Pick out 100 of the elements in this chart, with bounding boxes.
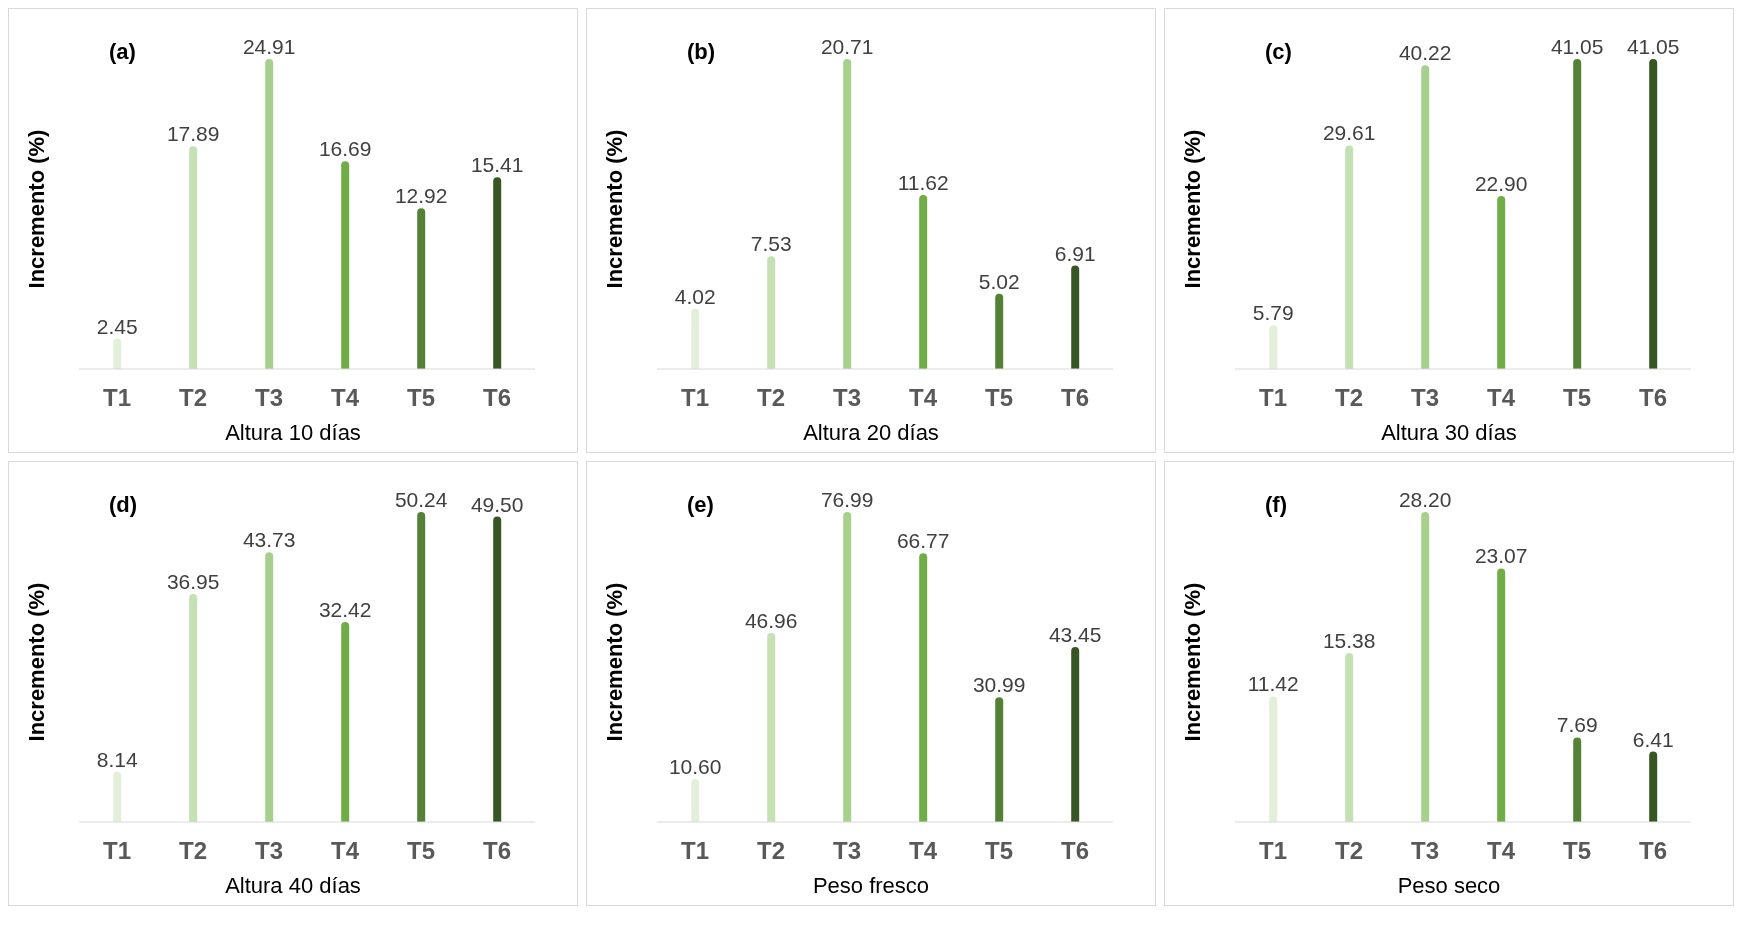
bar (919, 195, 928, 369)
x-tick-label: T3 (254, 837, 284, 865)
y-axis-title: Incremento (%) (602, 129, 628, 289)
data-label: 43.45 (1048, 623, 1102, 647)
bar (1421, 512, 1430, 822)
x-tick-label: T4 (908, 384, 938, 412)
x-axis-title: Peso seco (1396, 873, 1502, 899)
data-label: 8.14 (96, 747, 138, 771)
x-tick-label: T5 (1562, 384, 1592, 412)
x-tick-label: T2 (178, 384, 208, 412)
data-label: 36.95 (166, 570, 220, 593)
chart-title: (a) (109, 39, 136, 65)
x-tick-label: T3 (254, 384, 284, 412)
x-tick-label: T1 (680, 384, 710, 412)
bar (341, 161, 350, 369)
y-axis-title: Incremento (%) (1180, 129, 1206, 289)
bar (843, 59, 852, 369)
x-tick-label: T3 (832, 837, 862, 865)
data-label: 11.42 (1247, 672, 1299, 696)
bar (1649, 59, 1658, 369)
bar (691, 308, 700, 369)
data-label: 49.50 (470, 492, 524, 516)
data-label: 2.45 (96, 314, 138, 338)
data-label: 15.38 (1322, 628, 1376, 652)
bar (417, 512, 426, 822)
bar (265, 59, 274, 369)
data-label: 29.61 (1322, 121, 1376, 145)
x-axis-title: Altura 10 días (224, 420, 362, 446)
bar (843, 512, 852, 822)
x-axis-title: Altura 30 días (1380, 420, 1518, 446)
x-tick-label: T3 (1410, 837, 1440, 865)
y-axis-title: Incremento (%) (602, 582, 628, 742)
y-axis-title: Incremento (%) (24, 129, 50, 289)
chart-title: (d) (109, 492, 138, 518)
data-label: 5.79 (1252, 301, 1294, 325)
data-label: 23.07 (1474, 544, 1528, 568)
data-label: 4.02 (674, 284, 716, 308)
data-label: 46.96 (744, 608, 798, 632)
chart-title: (b) (687, 39, 716, 65)
bar (113, 338, 122, 369)
chart-title: (f) (1265, 492, 1287, 518)
bar (189, 146, 198, 369)
bar (493, 177, 502, 369)
x-tick-label: T3 (832, 384, 862, 412)
x-tick-label: T6 (1638, 837, 1668, 865)
data-label: 32.42 (318, 597, 372, 621)
data-label: 41.05 (1550, 35, 1604, 58)
bar (265, 552, 274, 822)
x-tick-label: T1 (102, 384, 132, 412)
x-tick-label: T1 (680, 837, 710, 865)
x-axis-title: Altura 20 días (802, 420, 940, 446)
data-label: 20.71 (820, 35, 874, 58)
bar (691, 779, 700, 822)
data-label: 17.89 (166, 122, 220, 146)
x-tick-label: T6 (1060, 384, 1090, 412)
bar (767, 632, 776, 822)
bar (1345, 652, 1354, 822)
bar (1269, 325, 1278, 369)
x-axis-title: Altura 40 días (224, 873, 362, 899)
x-tick-label: T6 (1638, 384, 1668, 412)
data-label: 40.22 (1398, 41, 1452, 65)
x-tick-label: T6 (1060, 837, 1090, 865)
chart-title: (c) (1265, 39, 1292, 65)
data-label: 16.69 (318, 137, 372, 161)
bar (341, 621, 350, 822)
bar (1269, 696, 1278, 822)
x-axis-title: Peso fresco (811, 873, 931, 899)
data-label: 6.41 (1632, 727, 1674, 751)
data-label: 43.73 (242, 528, 296, 552)
data-label: 41.05 (1626, 35, 1680, 58)
x-tick-label: T4 (1486, 837, 1516, 865)
x-tick-label: T6 (482, 837, 512, 865)
x-tick-label: T5 (406, 384, 436, 412)
bar (1497, 196, 1506, 369)
data-label: 66.77 (896, 529, 950, 553)
x-tick-label: T4 (330, 837, 360, 865)
bar (1345, 145, 1354, 369)
x-tick-label: T4 (908, 837, 938, 865)
bar (995, 293, 1004, 369)
x-tick-label: T2 (178, 837, 208, 865)
bar (1071, 265, 1080, 369)
bar (1573, 59, 1582, 369)
bar (113, 771, 122, 822)
bar (417, 208, 426, 369)
bar (1071, 647, 1080, 822)
x-tick-label: T1 (1258, 837, 1288, 865)
data-label: 15.41 (470, 153, 524, 177)
x-tick-label: T2 (1334, 837, 1364, 865)
bar (995, 697, 1004, 822)
data-label: 10.60 (668, 755, 722, 779)
x-tick-label: T5 (406, 837, 436, 865)
data-label: 6.91 (1054, 241, 1096, 265)
x-tick-label: T5 (1562, 837, 1592, 865)
y-axis-title: Incremento (%) (1180, 582, 1206, 742)
bar (767, 256, 776, 369)
x-tick-label: T1 (102, 837, 132, 865)
data-label: 30.99 (972, 673, 1026, 697)
data-label: 12.92 (394, 184, 448, 208)
data-label: 7.53 (750, 232, 792, 256)
data-label: 76.99 (820, 488, 874, 511)
